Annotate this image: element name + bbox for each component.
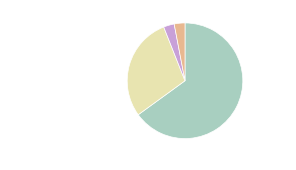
Wedge shape (174, 23, 185, 81)
Wedge shape (127, 27, 185, 115)
Wedge shape (164, 24, 185, 81)
Wedge shape (138, 23, 243, 139)
